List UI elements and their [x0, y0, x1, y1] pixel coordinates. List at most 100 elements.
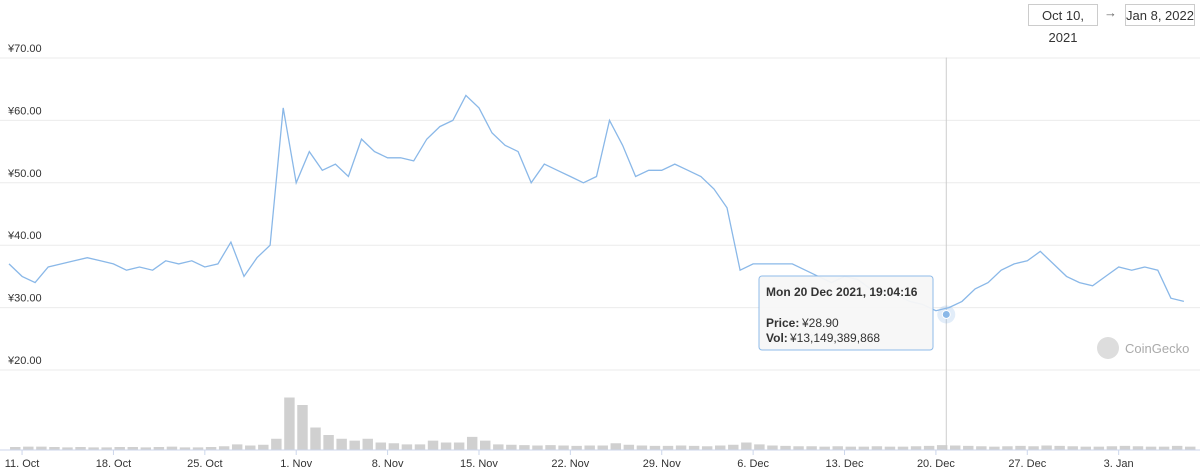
volume-bar	[532, 445, 543, 450]
volume-bar	[375, 442, 387, 450]
volume-bar	[23, 446, 34, 450]
volume-bar	[610, 443, 622, 450]
volume-bar	[1184, 446, 1196, 450]
volume-bar	[675, 445, 687, 450]
volume-bar	[10, 447, 21, 450]
volume-bar	[950, 445, 961, 450]
volume-bar	[440, 442, 452, 450]
volume-bar	[506, 444, 517, 450]
volume-bar	[558, 445, 569, 450]
tooltip: Mon 20 Dec 2021, 19:04:16 Price: ¥28.90 Vol…	[758, 275, 934, 351]
volume-bar	[140, 447, 152, 450]
volume-bar	[414, 444, 426, 450]
date-from[interactable]: Oct 10, 2021	[1028, 4, 1098, 45]
volume-bar	[1015, 445, 1026, 450]
volume-bar	[701, 446, 713, 450]
volume-bar	[349, 440, 360, 450]
volume-bar	[401, 444, 413, 450]
volume-bar	[597, 445, 608, 450]
x-tick-label: 25. Oct	[187, 458, 222, 470]
volume-bar	[480, 440, 491, 450]
volume-bar	[127, 447, 138, 450]
volume-bar	[179, 447, 191, 450]
x-tick-label: 27. Dec	[1008, 458, 1046, 470]
volume-bar	[1041, 445, 1052, 450]
volume-bar	[1067, 446, 1078, 450]
volume-bar	[218, 446, 230, 450]
x-tick-label: 1. Nov	[280, 458, 312, 470]
volume-bar	[923, 445, 935, 450]
volume-bar	[62, 447, 73, 450]
volume-bar	[284, 397, 295, 450]
volume-bar	[388, 443, 400, 450]
tooltip-price-caption: Price:	[766, 316, 799, 330]
volume-bar	[832, 446, 843, 450]
volume-bar	[754, 444, 765, 450]
tooltip-volume: ¥13,149,389,868	[789, 331, 880, 345]
volume-bar	[910, 446, 922, 450]
volume-bar	[963, 445, 974, 450]
range-arrow: →	[1104, 5, 1117, 20]
volume-bar	[976, 446, 987, 450]
volume-bar	[153, 447, 165, 450]
volume-bar	[1145, 446, 1157, 450]
volume-bar	[192, 447, 204, 450]
volume-bar	[271, 438, 282, 450]
volume-bar	[453, 442, 465, 450]
volume-bar	[36, 446, 47, 450]
volume-bar	[728, 444, 739, 450]
y-tick-label: ¥30.00	[7, 293, 42, 305]
volume-bar	[493, 444, 504, 450]
volume-bar	[636, 445, 648, 450]
tooltip-price: ¥28.90	[801, 316, 839, 330]
volume-bar	[166, 446, 178, 450]
x-tick-label: 3. Jan	[1104, 458, 1134, 470]
volume-bar	[858, 446, 870, 450]
volume-bar	[75, 447, 86, 450]
x-tick-label: 29. Nov	[643, 458, 681, 470]
volume-bar	[245, 445, 256, 450]
volume-bar	[545, 445, 556, 450]
y-tick-label: ¥70.00	[7, 43, 42, 55]
volume-bar	[1093, 446, 1105, 450]
x-tick-label: 20. Dec	[917, 458, 955, 470]
volume-bar	[519, 445, 530, 450]
volume-bar	[466, 436, 478, 450]
volume-bar	[688, 445, 700, 450]
volume-bar	[571, 445, 582, 450]
volume-bar	[88, 447, 99, 450]
volume-bar	[258, 444, 269, 450]
tooltip-box	[758, 275, 934, 351]
x-tick-label: 6. Dec	[737, 458, 769, 470]
date-to[interactable]: Jan 8, 2022	[1125, 4, 1195, 26]
volume-bar	[101, 447, 112, 450]
x-tick-label: 8. Nov	[372, 458, 404, 470]
y-tick-label: ¥50.00	[7, 168, 42, 180]
volume-bar	[427, 440, 439, 450]
volume-bar	[1080, 446, 1091, 450]
volume-bar	[231, 444, 243, 450]
volume-bar	[819, 446, 830, 450]
volume-bar	[323, 435, 334, 450]
volume-bar	[780, 445, 791, 450]
volume-bar	[336, 438, 347, 450]
volume-bar	[584, 445, 595, 450]
x-tick-label: 22. Nov	[551, 458, 589, 470]
volume-bar	[845, 446, 857, 450]
watermark-text: CoinGecko	[1125, 341, 1189, 356]
y-tick-label: ¥40.00	[7, 230, 42, 242]
watermark-logo	[1097, 337, 1119, 359]
x-tick-label: 18. Oct	[96, 458, 131, 470]
x-tick-label: 11. Oct	[5, 458, 40, 470]
tooltip-volume-caption: Vol:	[766, 331, 788, 345]
volume-bar	[884, 446, 896, 450]
volume-bar	[1028, 446, 1039, 450]
volume-bar	[1171, 445, 1183, 450]
volume-bar	[936, 445, 948, 450]
y-tick-label: ¥20.00	[7, 355, 42, 367]
hover-point	[941, 309, 951, 319]
volume-bar	[49, 447, 60, 450]
tooltip-title: Mon 20 Dec 2021, 19:04:16	[766, 285, 918, 299]
volume-bar	[1158, 446, 1170, 450]
